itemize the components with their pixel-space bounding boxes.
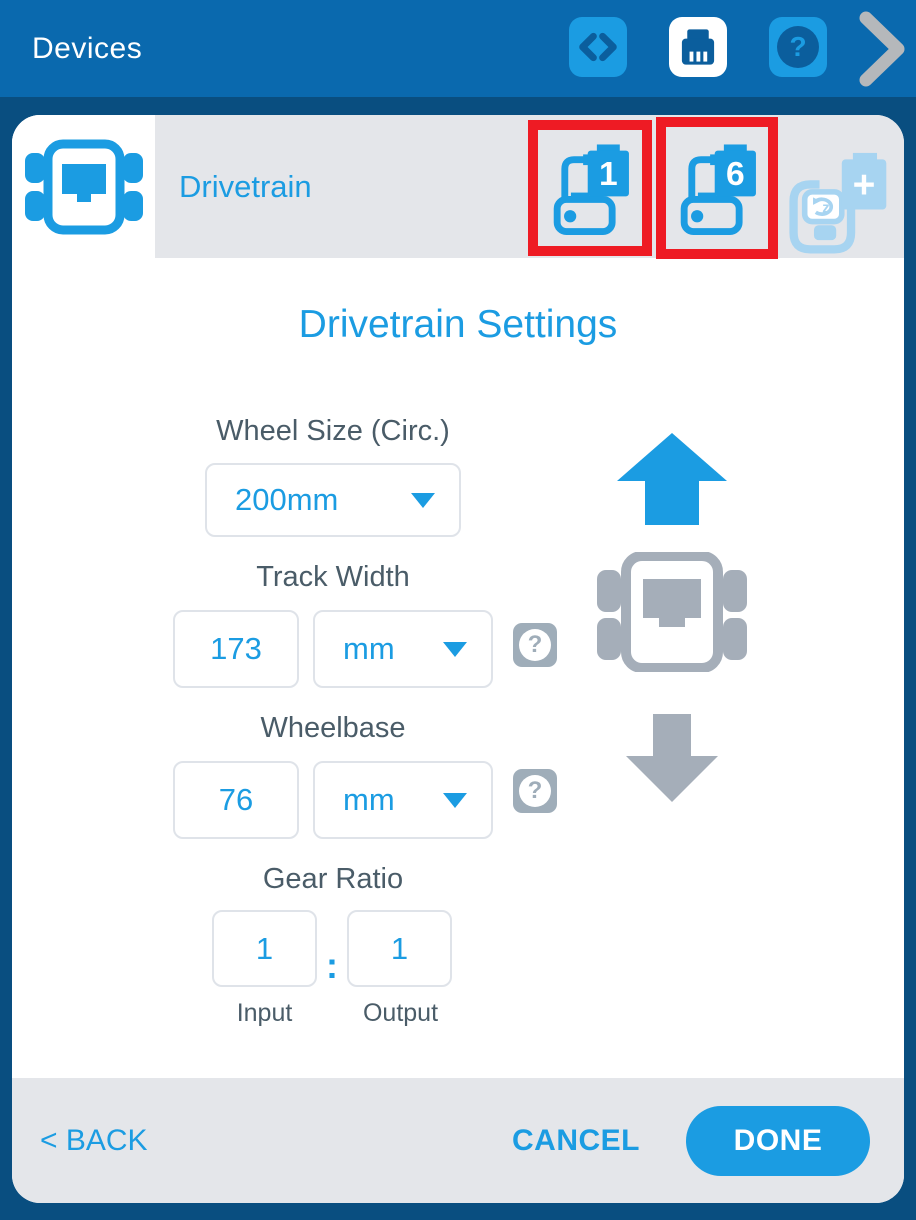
track-width-input[interactable]	[175, 631, 297, 667]
wheelbase-input[interactable]	[175, 782, 297, 818]
wheelbase-unit-dropdown[interactable]: mm	[313, 761, 493, 839]
left-motor-port-button[interactable]: 1	[548, 138, 632, 238]
robot-orientation-graphic	[597, 433, 747, 802]
drivetrain-icon	[24, 139, 143, 234]
wheel-size-label: Wheel Size (Circ.)	[216, 415, 450, 447]
wheelbase-unit-value: mm	[343, 782, 395, 817]
dialog-footer: < BACK CANCEL DONE	[12, 1078, 904, 1203]
gear-ratio-input-value[interactable]	[214, 930, 315, 967]
tab-drivetrain[interactable]	[12, 115, 155, 258]
reverse-arrow-icon	[626, 714, 718, 802]
help-button[interactable]: ?	[769, 17, 827, 77]
wheel-size-value: 200mm	[235, 482, 339, 517]
right-motor-port-button[interactable]: 6	[675, 138, 759, 238]
gear-ratio-label: Gear Ratio	[262, 863, 404, 895]
wheelbase-help-button[interactable]: ?	[513, 769, 557, 813]
question-mark-icon: ?	[519, 629, 551, 661]
cancel-button[interactable]: CANCEL	[512, 1123, 640, 1157]
chevron-down-icon	[443, 641, 467, 657]
right-motor-port-badge: 6	[726, 156, 745, 193]
drivetrain-form: Wheel Size (Circ.) 200mm Track Width mm …	[163, 415, 503, 1028]
left-motor-port-badge: 1	[599, 156, 618, 193]
top-bar: Devices ?	[0, 0, 916, 97]
gear-ratio-output-value[interactable]	[349, 930, 450, 967]
gear-input-label: Input	[236, 999, 293, 1027]
device-tabs-header: Drivetrain 1	[12, 115, 904, 260]
forward-arrow-icon	[617, 433, 727, 525]
highlight-box-right-motor: 6	[656, 117, 778, 259]
add-gyro-badge: +	[853, 163, 876, 206]
code-icon	[579, 32, 617, 62]
chevron-down-icon	[443, 792, 467, 808]
track-width-label: Track Width	[256, 561, 410, 593]
gear-ratio-output-field	[347, 910, 452, 987]
device-settings-card: Drivetrain 1	[12, 115, 904, 1203]
question-mark-icon: ?	[519, 775, 551, 807]
chevron-down-icon	[411, 492, 435, 508]
done-button[interactable]: DONE	[686, 1106, 870, 1176]
wheelbase-field	[173, 761, 299, 839]
settings-title: Drivetrain Settings	[298, 303, 618, 346]
add-gyro-button[interactable]: z +	[788, 151, 890, 260]
back-button[interactable]: < BACK	[40, 1123, 148, 1157]
gear-ratio-separator: :	[326, 944, 338, 986]
drivetrain-tab-label: Drivetrain	[179, 168, 312, 204]
track-width-unit-dropdown[interactable]: mm	[313, 610, 493, 688]
wheel-size-dropdown[interactable]: 200mm	[205, 463, 461, 537]
code-view-button[interactable]	[569, 17, 627, 77]
expand-panel-button[interactable]	[856, 10, 908, 93]
track-width-field	[173, 610, 299, 688]
help-icon: ?	[777, 26, 819, 68]
gear-output-label: Output	[362, 999, 439, 1027]
track-width-unit-value: mm	[343, 631, 395, 666]
gyro-z-glyph: z	[822, 200, 829, 216]
devices-brain-button[interactable]	[669, 17, 727, 77]
track-width-help-button[interactable]: ?	[513, 623, 557, 667]
add-gyro-icon: z +	[789, 152, 887, 254]
robot-top-view-icon	[597, 552, 747, 672]
gear-ratio-input-field	[212, 910, 317, 987]
page-title: Devices	[32, 31, 143, 65]
wheelbase-label: Wheelbase	[260, 712, 406, 744]
chevron-right-icon	[859, 11, 905, 87]
brain-icon	[681, 29, 715, 65]
highlight-box-left-motor: 1	[528, 120, 652, 256]
